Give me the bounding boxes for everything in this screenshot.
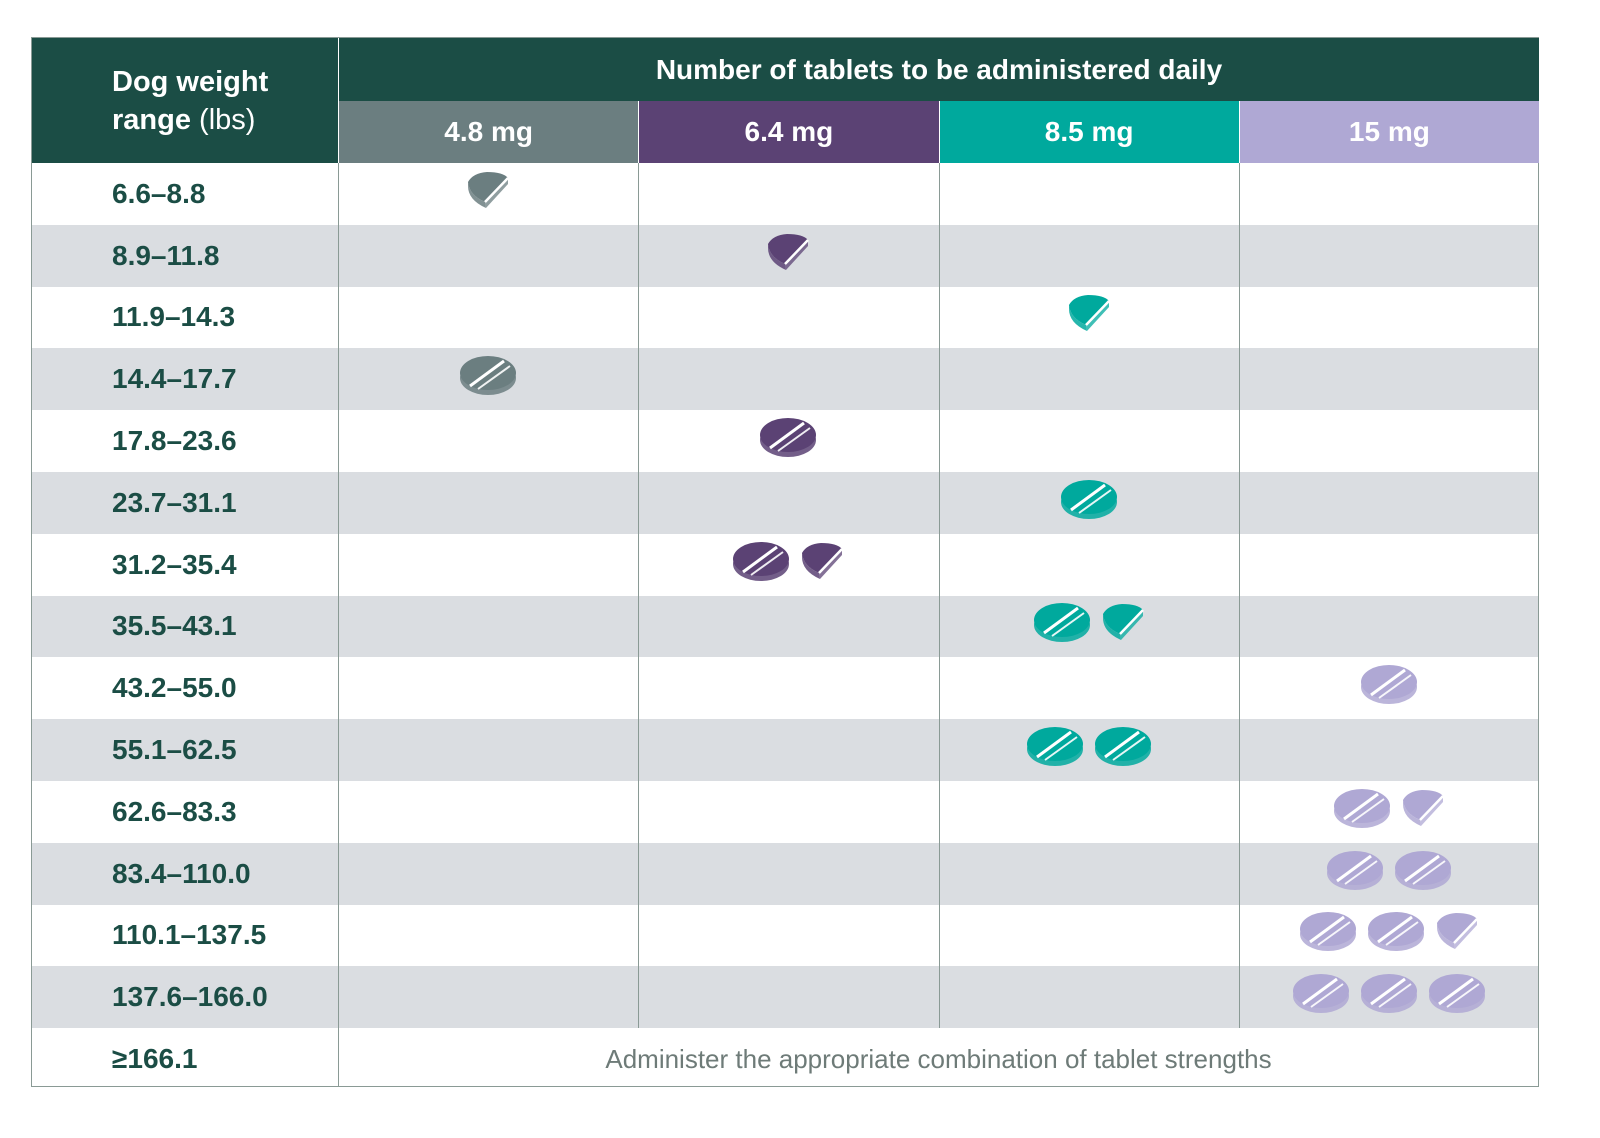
weight-range: 6.6–8.8	[112, 177, 206, 209]
weight-range: ≥166.1	[112, 1043, 198, 1075]
weight-range: 43.2–55.0	[112, 672, 237, 704]
whole-tablet-icon	[733, 541, 790, 581]
column-divider	[638, 163, 640, 1029]
table-row: 14.4–17.7	[32, 348, 1538, 411]
column-divider	[938, 163, 940, 1029]
weight-range: 11.9–14.3	[112, 301, 236, 333]
combination-note: Administer the appropriate combination o…	[605, 1043, 1272, 1074]
half-tablet-icon	[1402, 789, 1444, 826]
whole-tablet-icon	[1299, 912, 1356, 952]
strength-header-15-mg: 15 mg	[1238, 101, 1539, 163]
whole-tablet-icon	[1026, 727, 1083, 767]
weight-header-line1: Dog weight	[112, 65, 269, 98]
whole-tablet-icon	[1360, 665, 1417, 705]
whole-tablet-icon	[1428, 974, 1485, 1014]
table-row: 17.8–23.6	[32, 410, 1538, 472]
whole-tablet-icon	[1033, 603, 1090, 643]
strength-header-6-4-mg: 6.4 mg	[638, 101, 939, 163]
whole-tablet-icon	[1333, 788, 1390, 828]
whole-tablet-icon	[1060, 479, 1117, 519]
table-row: 137.6–166.0	[32, 966, 1538, 1029]
weight-range-header: Dog weight range (lbs)	[32, 38, 338, 163]
half-tablet-icon	[468, 171, 510, 208]
weight-range: 35.5–43.1	[112, 610, 237, 642]
weight-range: 55.1–62.5	[112, 734, 237, 766]
weight-range: 137.6–166.0	[112, 981, 268, 1013]
half-tablet-icon	[802, 542, 844, 579]
table-row: 43.2–55.0	[32, 657, 1538, 719]
column-divider	[338, 163, 339, 1086]
whole-tablet-icon	[1394, 850, 1451, 890]
dosing-table: Dog weight range (lbs) Number of tablets…	[31, 37, 1539, 1087]
whole-tablet-icon	[760, 418, 817, 458]
whole-tablet-icon	[460, 356, 517, 396]
table-row: 23.7–31.1	[32, 472, 1538, 534]
weight-unit: (lbs)	[199, 103, 256, 136]
weight-header-line2: range	[112, 103, 191, 136]
weight-range: 17.8–23.6	[112, 425, 237, 457]
table-row: 83.4–110.0	[32, 842, 1538, 905]
weight-range: 14.4–17.7	[112, 363, 237, 395]
table-row: 55.1–62.5	[32, 719, 1538, 781]
column-divider	[1238, 163, 1240, 1029]
whole-tablet-icon	[1326, 850, 1383, 890]
tablets-header: Number of tablets to be administered dai…	[338, 38, 1539, 101]
weight-range: 62.6–83.3	[112, 795, 237, 827]
table-row: 11.9–14.3	[32, 287, 1538, 349]
weight-range: 83.4–110.0	[112, 857, 251, 889]
table-row-last: ≥166.1 Administer the appropriate combina…	[32, 1028, 1538, 1090]
half-tablet-icon	[1068, 295, 1110, 332]
whole-tablet-icon	[1367, 912, 1424, 952]
half-tablet-icon	[1102, 604, 1144, 641]
weight-range: 31.2–35.4	[112, 548, 237, 580]
table-row: 8.9–11.8	[32, 224, 1538, 287]
weight-range: 23.7–31.1	[112, 486, 237, 518]
strength-header-8-5-mg: 8.5 mg	[938, 101, 1239, 163]
table-row: 35.5–43.1	[32, 595, 1538, 658]
table-row: 31.2–35.4	[32, 534, 1538, 596]
weight-range: 8.9–11.8	[112, 239, 220, 271]
whole-tablet-icon	[1360, 974, 1417, 1014]
table-row: 62.6–83.3	[32, 781, 1538, 843]
weight-range: 110.1–137.5	[112, 919, 267, 951]
whole-tablet-icon	[1094, 727, 1151, 767]
strength-header-4-8-mg: 4.8 mg	[338, 101, 639, 163]
table-row: 110.1–137.5	[32, 905, 1538, 967]
table-row: 6.6–8.8	[32, 163, 1538, 225]
whole-tablet-icon	[1292, 974, 1349, 1014]
half-tablet-icon	[1436, 913, 1478, 950]
half-tablet-icon	[768, 233, 810, 270]
